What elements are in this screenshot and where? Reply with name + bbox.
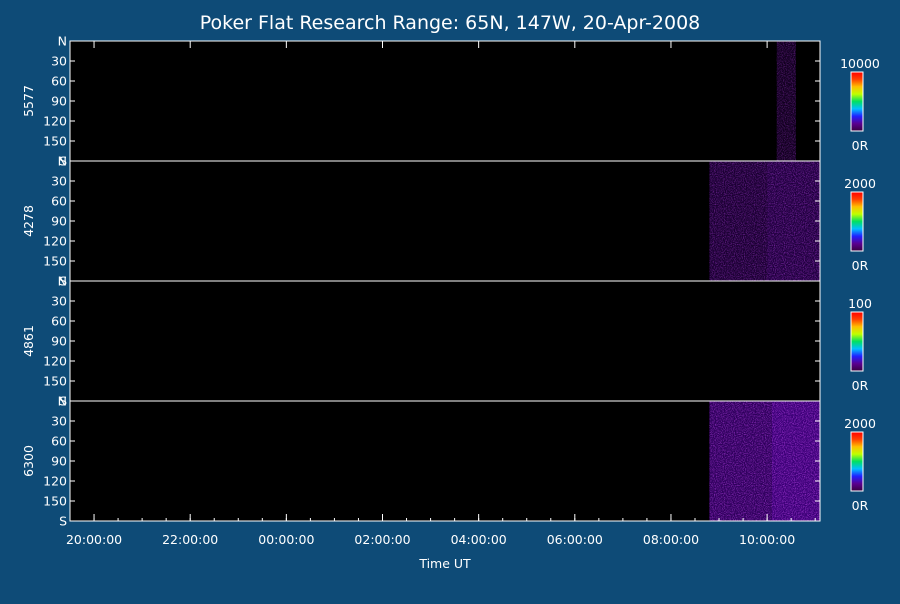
colorbar-max-label: 100 <box>848 296 872 311</box>
colorbar-scale <box>850 71 864 132</box>
y-tick-label: N <box>58 154 67 169</box>
aurora-speckle <box>709 161 768 281</box>
colorbar-4861: 100 0R <box>848 296 872 393</box>
colorbars-group: 10000 0R 2000 0R 100 0R 2000 0R <box>840 56 880 513</box>
panel-wavelength-label: 4278 <box>21 205 36 237</box>
panel-wavelength-label: 5577 <box>21 85 36 117</box>
x-tick-label: 04:00:00 <box>451 532 507 547</box>
colorbar-max-label: 10000 <box>840 56 880 71</box>
y-tick-label: 90 <box>51 94 67 109</box>
x-tick-label: 08:00:00 <box>643 532 699 547</box>
colorbar-4278: 2000 0R <box>844 176 876 273</box>
chart-title: Poker Flat Research Range: 65N, 147W, 20… <box>200 12 701 34</box>
panel-5577: N 30 60 90 120 150 S 5577 <box>21 34 821 169</box>
aurora-speckle <box>767 161 820 281</box>
aurora-speckle <box>771 401 820 521</box>
colorbar-5577: 10000 0R <box>840 56 880 153</box>
y-tick-label: 150 <box>43 134 67 149</box>
colorbar-min-label: 0R <box>852 258 869 273</box>
y-tick-label: 30 <box>51 54 67 69</box>
panel-background <box>70 161 820 281</box>
y-tick-label: S <box>59 394 67 409</box>
y-tick-label: 150 <box>43 254 67 269</box>
colorbar-max-label: 2000 <box>844 176 876 191</box>
panel-wavelength-label: 4861 <box>21 325 36 357</box>
x-tick-label: 20:00:00 <box>66 532 122 547</box>
y-tick-label: 30 <box>51 174 67 189</box>
colorbar-6300: 2000 0R <box>844 416 876 513</box>
y-tick-label: 150 <box>43 374 67 389</box>
colorbar-min-label: 0R <box>852 498 869 513</box>
y-tick-label: N <box>58 394 67 409</box>
colorbar-scale <box>850 311 864 372</box>
y-tick-label: 60 <box>51 434 67 449</box>
y-tick-label: 90 <box>51 214 67 229</box>
y-tick-label: 90 <box>51 334 67 349</box>
y-tick-label: 60 <box>51 194 67 209</box>
panel-6300: N 30 60 90 120 150 S 6300 <box>21 394 821 529</box>
x-axis: 20:00:00 22:00:00 00:00:00 02:00:00 04:00:00… <box>66 41 816 547</box>
y-tick-label: 120 <box>43 234 67 249</box>
panel-background <box>70 401 820 521</box>
panel-background <box>70 281 820 401</box>
x-tick-label: 06:00:00 <box>547 532 603 547</box>
colorbar-min-label: 0R <box>852 138 869 153</box>
y-tick-label: 120 <box>43 474 67 489</box>
y-tick-label: 90 <box>51 454 67 469</box>
colorbar-min-label: 0R <box>852 378 869 393</box>
aurora-speckle <box>709 401 772 521</box>
x-tick-label: 22:00:00 <box>162 532 218 547</box>
panel-4861: N 30 60 90 120 150 S 4861 <box>21 274 821 409</box>
y-tick-label: 150 <box>43 494 67 509</box>
panel-background <box>70 41 820 161</box>
panel-4278: N 30 60 90 120 150 S 4278 <box>21 154 821 289</box>
y-tick-label: N <box>58 34 67 49</box>
y-tick-label: N <box>58 274 67 289</box>
y-tick-label: S <box>59 154 67 169</box>
x-axis-label: Time UT <box>418 556 471 571</box>
panel-wavelength-label: 6300 <box>21 445 36 477</box>
x-tick-label: 10:00:00 <box>739 532 795 547</box>
y-tick-label: 120 <box>43 114 67 129</box>
colorbar-scale <box>850 191 864 252</box>
y-tick-label: 60 <box>51 74 67 89</box>
y-tick-label: 120 <box>43 354 67 369</box>
y-tick-label: 30 <box>51 414 67 429</box>
panels-group: N 30 60 90 120 150 S 5577 N 30 60 90 120 150 S 4278 N 30 6… <box>21 34 821 529</box>
colorbar-scale <box>850 431 864 492</box>
aurora-speckle <box>776 41 796 161</box>
x-tick-label: 02:00:00 <box>354 532 410 547</box>
y-tick-label: S <box>59 274 67 289</box>
x-tick-label: 00:00:00 <box>258 532 314 547</box>
y-tick-label: 60 <box>51 314 67 329</box>
colorbar-max-label: 2000 <box>844 416 876 431</box>
y-tick-label: S <box>59 514 67 529</box>
y-tick-label: 30 <box>51 294 67 309</box>
